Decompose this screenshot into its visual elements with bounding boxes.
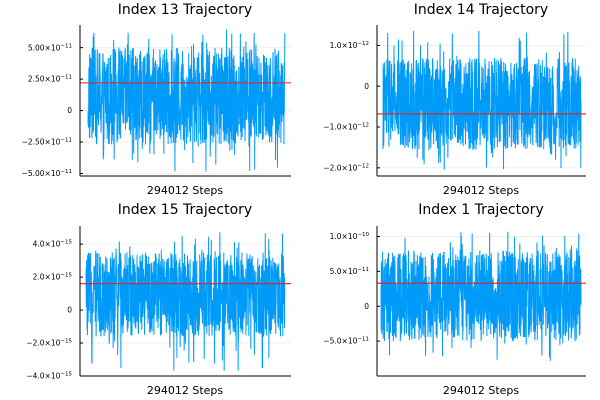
data-layer xyxy=(377,30,586,170)
y-tick-label: −5.0×10−11 xyxy=(323,337,369,346)
y-tick-label: 5.00×10−11 xyxy=(28,43,72,52)
y-tick-label: −5.00×10−11 xyxy=(22,169,72,178)
y-tick-label: 0 xyxy=(67,106,72,115)
tick-layer: −5.0×10−11 0 5.0×10−11 1.0×10−10 xyxy=(323,232,380,346)
tick-layer: −5.00×10−11 −2.50×10−11 0 2.50×10−11 5.00×10… xyxy=(22,43,83,178)
x-axis-label: 294012 Steps xyxy=(147,184,224,197)
subplot-index-13: Index 13 Trajectory −5.00×10−11 −2.50×10−… xyxy=(22,2,291,197)
trajectory-series xyxy=(87,29,286,172)
chart-title: Index 14 Trajectory xyxy=(414,2,548,18)
trajectory-series xyxy=(85,232,286,371)
y-tick-label: 4.0×10−15 xyxy=(33,240,73,249)
chart-title: Index 13 Trajectory xyxy=(118,2,252,18)
y-tick-label: −1.0×10−12 xyxy=(323,123,369,132)
y-tick-label: 0 xyxy=(67,306,72,315)
y-tick-label: 0 xyxy=(364,302,369,311)
data-layer xyxy=(377,231,586,361)
trajectory-series xyxy=(382,30,582,170)
y-tick-label: 5.0×10−11 xyxy=(330,267,369,276)
y-tick-label: −4.0×10−15 xyxy=(26,372,72,381)
y-tick-label: 1.0×10−12 xyxy=(330,41,369,50)
y-tick-label: −2.50×10−11 xyxy=(22,138,72,147)
y-tick-label: −2.0×10−12 xyxy=(323,163,369,172)
y-tick-label: 2.50×10−11 xyxy=(28,75,72,84)
y-tick-label: −2.0×10−15 xyxy=(26,339,72,348)
chart-title: Index 15 Trajectory xyxy=(118,202,252,218)
tick-layer: −2.0×10−12 −1.0×10−12 0 1.0×10−12 xyxy=(323,41,380,172)
x-axis-label: 294012 Steps xyxy=(147,384,224,397)
y-tick-label: 1.0×10−10 xyxy=(330,232,370,241)
x-axis-label: 294012 Steps xyxy=(443,384,520,397)
tick-layer: −4.0×10−15 −2.0×10−15 0 2.0×10−15 4.0×10−15 xyxy=(26,240,83,381)
y-tick-label: 0 xyxy=(364,82,369,91)
data-layer xyxy=(80,29,291,172)
subplot-index-15: Index 15 Trajectory −4.0×10−15 −2.0×10−15… xyxy=(26,202,291,397)
y-tick-label: 2.0×10−15 xyxy=(33,273,73,282)
chart-title: Index 1 Trajectory xyxy=(418,202,543,218)
x-axis-label: 294012 Steps xyxy=(443,184,520,197)
data-layer xyxy=(80,232,291,371)
trajectory-series xyxy=(380,231,582,361)
subplot-index-1: Index 1 Trajectory −5.0×10−11 0 5.0×10−11 1… xyxy=(323,202,586,397)
subplot-index-14: Index 14 Trajectory −2.0×10−12 −1.0×10−12… xyxy=(323,2,586,197)
